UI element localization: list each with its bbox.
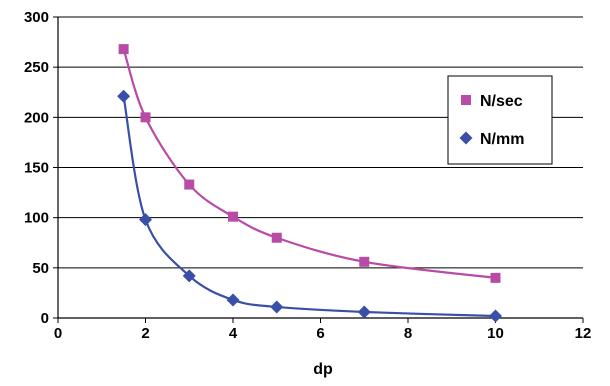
data-point [357,305,371,319]
data-point [226,293,240,307]
data-point [140,112,151,123]
x-tick-label: 0 [54,325,62,342]
data-point [271,232,282,243]
x-tick-label: 10 [487,325,504,342]
legend-box [447,75,553,165]
y-tick-label: 200 [24,109,49,126]
legend-marker [459,131,473,145]
data-point [490,272,501,283]
data-point [270,300,284,314]
x-tick-label: 12 [575,325,592,342]
legend: N/sec N/mm [447,75,553,165]
legend-label: N/mm [480,131,524,148]
y-tick-label: 250 [24,59,49,76]
y-tick-label: 100 [24,210,49,227]
y-tick-label: 150 [24,160,49,177]
x-tick-label: 4 [229,325,238,342]
y-tick-label: 300 [24,9,49,26]
legend-items: N/sec N/mm [459,93,524,148]
tick-labels: 0 50 100 150 200 250 300 0 2 4 6 8 10 12 [24,9,591,342]
series-n-mm [117,89,502,323]
legend-marker [461,95,471,105]
x-tick-label: 6 [316,325,324,342]
data-point [182,269,196,283]
y-tick-label: 50 [32,260,49,277]
series-line [122,48,496,279]
series-line [122,96,496,318]
series-n-sec [118,44,501,283]
y-tick-label: 0 [41,310,49,327]
data-point [139,213,152,227]
x-tick-label: 2 [141,325,149,342]
legend-label: N/sec [480,93,523,110]
data-point [228,211,238,222]
data-point [489,309,502,323]
data-point [359,256,370,267]
axes [53,16,584,323]
series [117,44,502,323]
data-point [118,44,129,55]
data-point [184,179,195,190]
x-axis-title: dp [313,361,333,378]
data-point [117,89,131,103]
x-tick-label: 8 [404,325,412,342]
